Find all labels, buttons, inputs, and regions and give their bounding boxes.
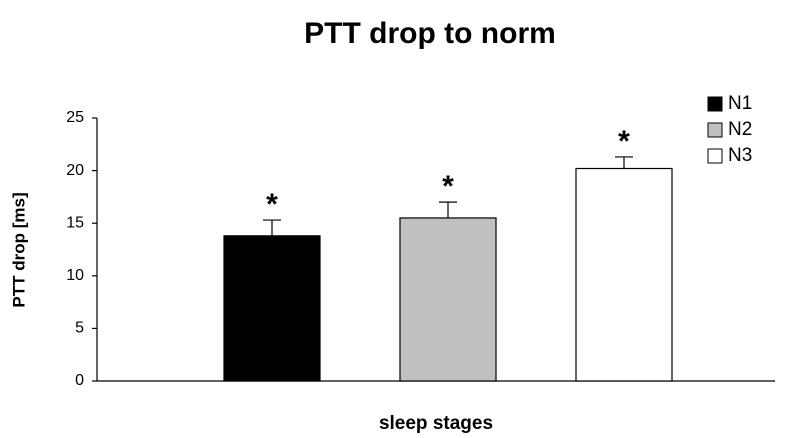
legend-label: N1 <box>728 93 752 114</box>
bar <box>223 235 321 382</box>
legend-swatch <box>707 122 723 138</box>
y-tick-label: 25 <box>66 109 84 126</box>
y-tick-label: 10 <box>66 267 84 284</box>
chart-title: PTT drop to norm <box>304 17 556 50</box>
y-axis-label: PTT drop [ms] <box>9 192 28 307</box>
legend-swatch <box>707 148 723 164</box>
significance-marker: * <box>442 170 454 203</box>
x-axis-label: sleep stages <box>379 413 493 434</box>
bar <box>575 167 673 382</box>
y-tick-label: 15 <box>66 214 84 231</box>
significance-marker: * <box>618 125 630 158</box>
legend-swatch <box>707 96 723 112</box>
y-tick-label: 20 <box>66 162 84 179</box>
y-tick-label: 0 <box>75 372 84 389</box>
legend-label: N3 <box>728 145 752 166</box>
bar <box>399 217 497 382</box>
y-tick-label: 5 <box>75 320 84 337</box>
significance-marker: * <box>266 188 278 221</box>
legend-label: N2 <box>728 119 752 140</box>
